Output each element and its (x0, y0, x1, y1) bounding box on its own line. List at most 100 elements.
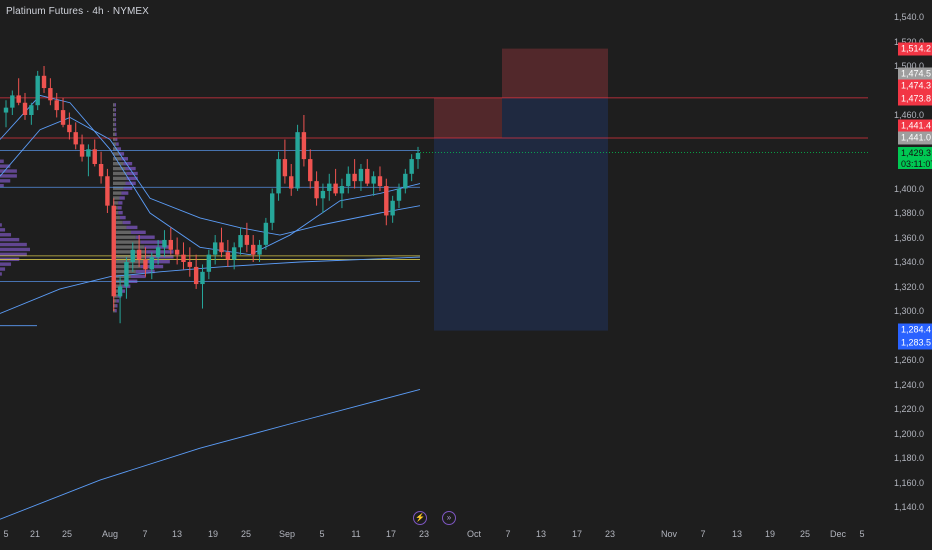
stop-loss-zone (502, 48, 608, 98)
time-tick-label: 7 (700, 529, 706, 539)
volume-profile-bar (0, 184, 4, 188)
volume-profile-bar (113, 284, 123, 288)
candle-body (346, 173, 351, 187)
candle-body (390, 200, 395, 216)
volume-profile-bar (117, 206, 122, 210)
time-tick-label: Nov (660, 529, 678, 539)
volume-profile-bar (0, 262, 12, 266)
candle-body (174, 249, 180, 255)
candle-body (231, 247, 237, 260)
volume-profile-bar (113, 162, 124, 166)
time-tick-label: 19 (207, 529, 219, 539)
volume-profile-bar (113, 152, 120, 156)
volume-profile-bar (114, 132, 117, 136)
volume-profile-bar (113, 250, 147, 254)
volume-profile-bar (0, 242, 27, 247)
candle-body (289, 176, 294, 189)
candle-body (149, 257, 154, 270)
candle-body (333, 183, 338, 194)
time-tick-label: 13 (171, 529, 183, 539)
candle-body (3, 107, 9, 113)
price-tick-label: 1,500.0 (894, 61, 925, 71)
volume-profile-bar (113, 127, 115, 132)
candle-body (396, 188, 402, 201)
volume-profile-bar (0, 174, 17, 178)
price-tick-label: 1,160.0 (894, 477, 925, 488)
volume-profile-bar (0, 237, 20, 242)
candle-body (276, 159, 281, 194)
volume-profile-bar (119, 289, 126, 293)
time-tick-label: 7 (142, 529, 148, 539)
price-tag: 1,474.5 (898, 67, 932, 81)
volume-profile-bar (113, 186, 124, 190)
candle-body (162, 239, 167, 248)
price-axis[interactable]: 1,540.0 1,520.0 1,500.0 1,460.0 1,400.0 1,380… (868, 0, 932, 550)
candle-body (339, 186, 345, 194)
price-tick-label: 1,400.0 (894, 183, 925, 194)
candle-body (384, 186, 389, 216)
volume-profile-bar (0, 267, 6, 271)
time-tick-label: Dec (829, 529, 847, 539)
lightning-icon[interactable]: ⚡ (413, 511, 427, 525)
candle-body (409, 159, 414, 174)
candle-body (314, 181, 319, 199)
chart-title: Platinum Futures · 4h · NYMEX (6, 6, 149, 17)
volume-profile-bar (113, 103, 115, 107)
volume-profile-bar (113, 113, 115, 117)
price-chart[interactable] (0, 0, 868, 525)
time-tick-label: 17 (571, 529, 583, 539)
candle-body (193, 266, 199, 285)
candle-body (225, 252, 231, 260)
volume-profile-bar (113, 260, 145, 264)
volume-profile-bar (130, 274, 146, 279)
time-tick-label: 21 (29, 529, 41, 539)
candle-body (67, 124, 72, 133)
volume-profile-bar (0, 233, 12, 237)
volume-profile-bar (125, 166, 136, 171)
time-tick-label: 23 (418, 529, 430, 539)
volume-profile-bar (119, 152, 125, 156)
candle-body (130, 249, 135, 262)
time-tick-label: 5 (319, 529, 325, 539)
time-tick-label: 19 (764, 529, 776, 539)
volume-profile-bar (116, 142, 119, 146)
candle-body (295, 132, 300, 189)
volume-profile-bar (115, 137, 118, 141)
candle-body (16, 95, 21, 103)
volume-profile-bar (0, 223, 2, 227)
volume-profile-bar (0, 179, 11, 183)
candle-body (111, 205, 116, 297)
candle-body (263, 222, 269, 245)
volume-profile-bar (121, 191, 129, 195)
volume-profile-bar (122, 220, 131, 225)
time-tick-label: 5 (3, 529, 9, 539)
candle-body (358, 168, 364, 182)
candle-body (377, 176, 383, 187)
candle-body (98, 164, 104, 177)
price-tick-label: 1,540.0 (894, 12, 925, 22)
volume-profile-bar (113, 176, 127, 181)
price-tick-label: 1,240.0 (894, 379, 925, 390)
volume-profile-bar (113, 117, 115, 122)
time-axis[interactable]: 5 21 25 Aug 7 13 19 25 Sep 5 11 17 23 Oct 7 13 17 23 Nov 7 1… (0, 525, 868, 550)
candle-body (35, 75, 40, 106)
price-tick-label: 1,260.0 (894, 355, 925, 365)
volume-profile-bar (113, 132, 115, 136)
time-tick-label: Oct (466, 529, 482, 539)
volume-profile-bar (116, 299, 119, 303)
volume-profile-bar (123, 186, 133, 190)
price-tick-label: 1,320.0 (894, 281, 925, 292)
candle-body (352, 173, 357, 182)
time-tick-label: 25 (240, 529, 252, 539)
volume-profile-bar (113, 240, 141, 244)
replay-icon[interactable]: » (442, 511, 456, 525)
candle-body (124, 262, 129, 287)
volume-profile-bar (113, 142, 117, 146)
price-tag: 1,441.4 (898, 119, 932, 133)
volume-profile-bar (114, 127, 117, 132)
price-tick-label: 1,360.0 (894, 232, 925, 243)
candle-body (136, 249, 142, 260)
volume-profile-bar (115, 304, 118, 308)
candle-body (92, 149, 97, 164)
